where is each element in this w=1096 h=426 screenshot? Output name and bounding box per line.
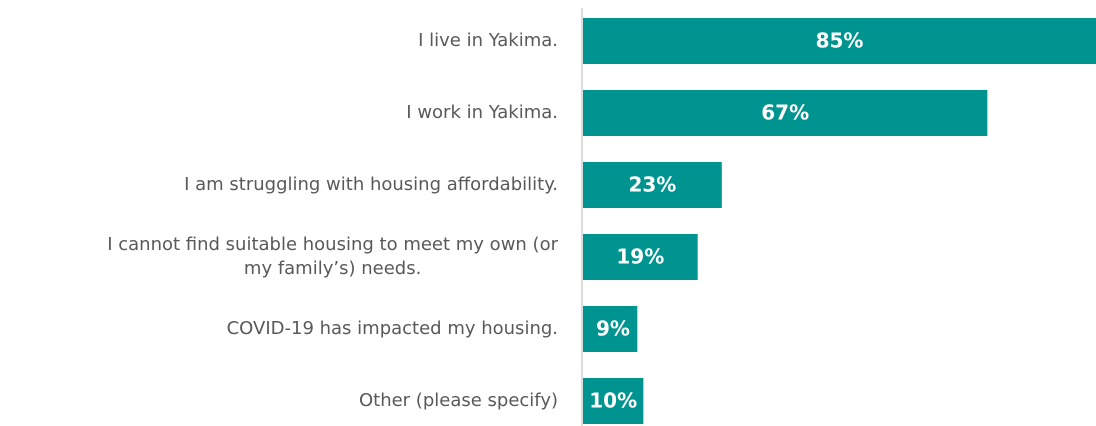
category-label: Other (please specify) <box>358 390 558 411</box>
bar <box>583 90 988 136</box>
bar <box>583 306 638 352</box>
bar <box>583 234 698 280</box>
bar <box>583 162 722 208</box>
value-label: 9% <box>596 317 630 341</box>
bar <box>583 18 1096 64</box>
category-label: I cannot find suitable housing to meet m… <box>107 234 558 279</box>
category-label: I live in Yakima. <box>418 30 558 51</box>
value-label: 10% <box>589 389 637 413</box>
value-label: 85% <box>816 29 864 53</box>
value-label: 23% <box>628 173 676 197</box>
bar <box>583 378 644 424</box>
category-label: COVID-19 has impacted my housing. <box>226 318 558 339</box>
value-label: 67% <box>761 101 809 125</box>
category-label: I work in Yakima. <box>406 102 558 123</box>
value-label: 19% <box>616 245 664 269</box>
category-label: I am struggling with housing affordabili… <box>184 174 558 195</box>
